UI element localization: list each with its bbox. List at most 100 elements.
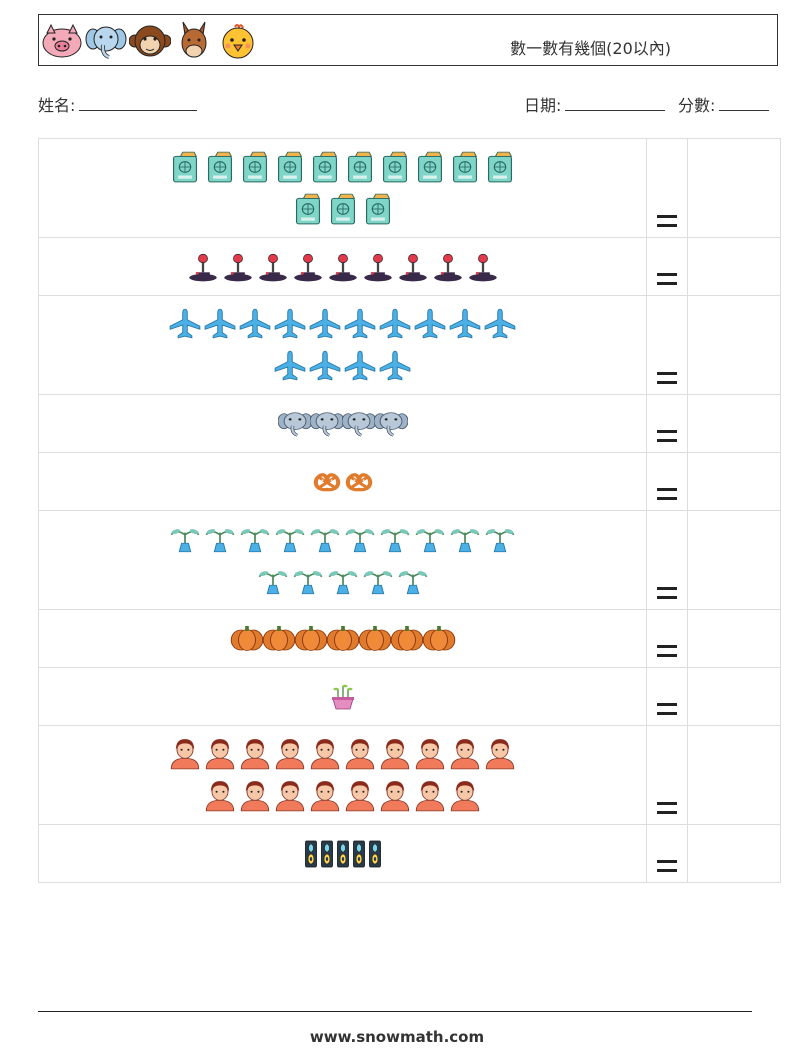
answer-cell[interactable] [687, 667, 781, 726]
name-blank[interactable] [79, 96, 198, 111]
score-blank[interactable] [719, 96, 770, 111]
equals-cell [646, 510, 688, 610]
pumpkin-icon [262, 625, 295, 651]
icon-row [39, 560, 646, 602]
person-icon [240, 781, 270, 812]
icon-row [39, 405, 646, 443]
sprout-icon [363, 571, 392, 595]
airplane-icon [379, 350, 411, 381]
airplane-icon [309, 350, 341, 381]
pictures-cell [38, 452, 647, 511]
chick-icon [222, 24, 254, 59]
equals-sign [657, 860, 677, 872]
sprout-icon [240, 529, 270, 553]
answer-cell[interactable] [687, 609, 781, 668]
equals-cell [646, 394, 688, 453]
passport-icon [243, 151, 268, 183]
sprout-icon [415, 529, 445, 553]
pictures-cell [38, 138, 647, 238]
sprout-icon [450, 529, 480, 553]
joystick-icon [328, 253, 357, 281]
icon-row [39, 619, 646, 659]
passport-icon [383, 151, 408, 183]
joystick-icon [363, 253, 392, 281]
pictures-cell [38, 824, 647, 883]
airplane-icon [309, 308, 341, 339]
question-row [38, 237, 781, 296]
icon-row [39, 345, 646, 387]
icon-row [39, 518, 646, 560]
question-row [38, 824, 781, 883]
answer-cell[interactable] [687, 452, 781, 511]
answer-cell[interactable] [687, 510, 781, 610]
sprout-icon [485, 529, 515, 553]
sprout-icon [205, 529, 235, 553]
person-icon [345, 739, 375, 770]
score-label: 分數: [678, 96, 716, 115]
person-icon [275, 781, 305, 812]
joystick-icon [293, 253, 322, 281]
joystick-icon [468, 253, 497, 281]
answer-cell[interactable] [687, 725, 781, 825]
passport-icon [295, 193, 320, 225]
person-icon [485, 739, 515, 770]
airplane-icon [484, 308, 516, 339]
equals-sign [657, 645, 677, 657]
person-icon [450, 739, 480, 770]
person-icon [450, 781, 480, 812]
equals-cell [646, 295, 688, 395]
page-title: 數一數有幾個(20以內) [510, 39, 671, 58]
person-icon [205, 739, 235, 770]
equals-cell [646, 725, 688, 825]
pumpkin-icon [230, 625, 263, 651]
date-label: 日期: [524, 96, 562, 115]
pretzel-icon [313, 472, 340, 491]
sprout-icon [328, 571, 357, 595]
sprout-icon [380, 529, 410, 553]
answer-cell[interactable] [687, 394, 781, 453]
sprout-icon [293, 571, 322, 595]
person-icon [170, 739, 200, 770]
equals-cell [646, 609, 688, 668]
equals-sign [657, 273, 677, 285]
person-icon [415, 781, 445, 812]
pictures-cell [38, 295, 647, 395]
airplane-icon [239, 308, 271, 339]
question-row [38, 138, 781, 238]
passport-icon [313, 151, 338, 183]
pumpkin-icon [294, 625, 327, 651]
person-icon [380, 739, 410, 770]
icon-row [39, 834, 646, 874]
passport-icon [348, 151, 373, 183]
airplane-icon [169, 308, 201, 339]
equals-cell [646, 237, 688, 296]
answer-cell[interactable] [687, 138, 781, 238]
icon-row [39, 188, 646, 230]
footer-website: www.snowmath.com [309, 1028, 485, 1046]
question-row [38, 295, 781, 395]
person-icon [310, 739, 340, 770]
question-row [38, 725, 781, 825]
answer-cell[interactable] [687, 824, 781, 883]
date-blank[interactable] [565, 96, 666, 111]
person-icon [240, 739, 270, 770]
pictures-cell [38, 725, 647, 825]
question-row [38, 452, 781, 511]
sprout-icon [170, 529, 200, 553]
answer-cell[interactable] [687, 237, 781, 296]
pumpkin-icon [326, 625, 359, 651]
question-row [38, 510, 781, 610]
equals-cell [646, 824, 688, 883]
pretzel-icon [345, 472, 372, 491]
elephant-icon [373, 411, 408, 437]
speaker-icon [304, 840, 317, 867]
icon-row [39, 775, 646, 817]
pumpkin-icon [390, 625, 423, 651]
question-row [38, 394, 781, 453]
icon-row [39, 246, 646, 288]
answer-cell[interactable] [687, 295, 781, 395]
icon-row [39, 303, 646, 345]
equals-cell [646, 138, 688, 238]
header-box: 數一數有幾個(20以內) [38, 14, 778, 66]
equals-sign [657, 488, 677, 500]
